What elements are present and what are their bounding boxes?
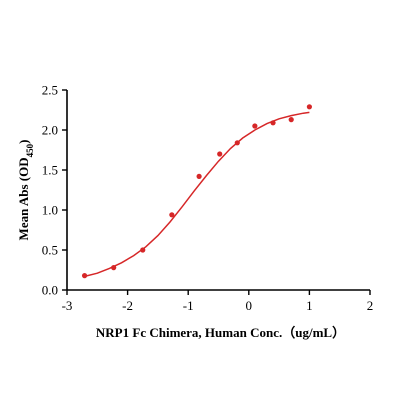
data-point [140,247,146,253]
y-ticks: 0.0 0.5 1.0 1.5 2.0 2.5 [42,83,67,298]
y-tick-label: 0.5 [42,243,58,258]
data-point [217,151,223,157]
y-axis-title-main: Mean Abs (OD [16,157,31,240]
fit-curve-line [84,111,310,278]
y-tick-label: 0.0 [42,283,58,298]
x-ticks: -3 -2 -1 0 1 2 [62,290,374,313]
data-point [252,123,258,129]
data-point [111,265,117,271]
data-point [196,173,202,179]
fit-curve-group [84,111,310,278]
data-point [270,120,276,126]
x-tick-label: 2 [367,298,374,313]
x-tick-label: -2 [122,298,133,313]
data-point [81,273,88,279]
x-tick-label: 0 [246,298,253,313]
x-axis-title: NRP1 Fc Chimera, Human Conc.（ug/mL） [96,325,345,340]
data-point [169,212,175,218]
y-tick-label: 1.5 [42,163,58,178]
x-tick-label: -3 [62,298,73,313]
x-tick-label: -1 [183,298,194,313]
data-point [288,117,294,123]
y-axis-title-subscript: 450 [25,143,35,157]
y-axis-title-close: ) [16,140,31,144]
x-tick-label: 1 [306,298,313,313]
y-axis-title: Mean Abs (OD450) [16,140,35,241]
data-point [234,140,240,146]
data-point [306,104,312,110]
axes [66,90,370,291]
y-tick-label: 2.5 [42,83,58,98]
y-tick-label: 2.0 [42,123,58,138]
data-points [81,104,312,279]
y-tick-label: 1.0 [42,203,58,218]
